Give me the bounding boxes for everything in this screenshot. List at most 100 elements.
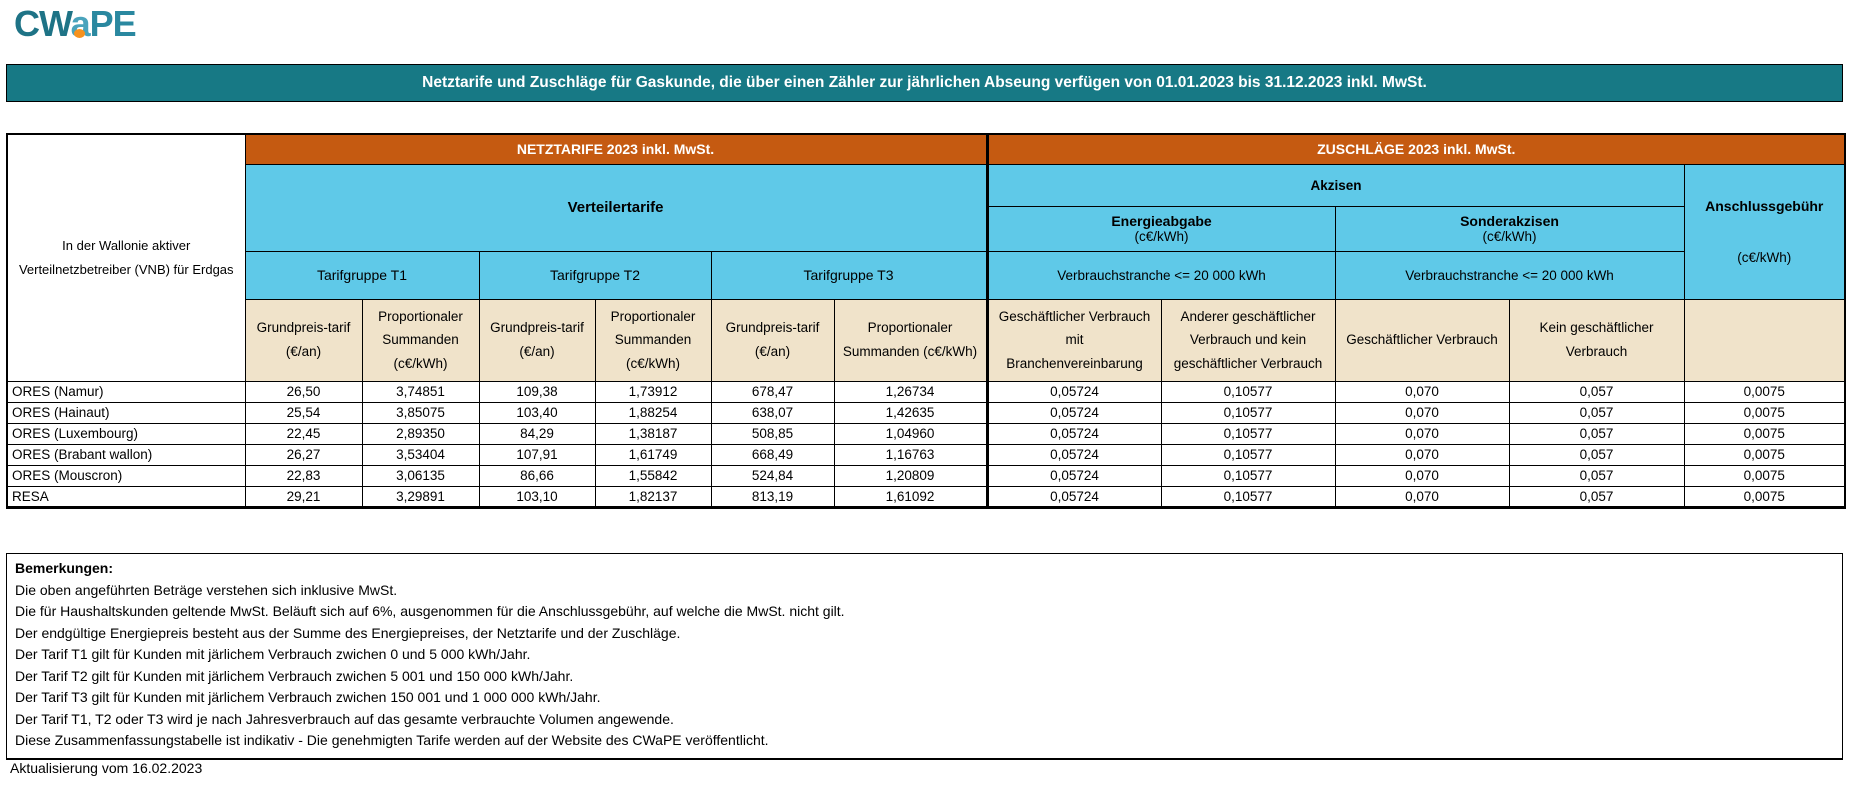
energieabgabe-label: Energieabgabe xyxy=(1111,213,1212,229)
cell: 1,82137 xyxy=(594,485,712,508)
cell: 29,21 xyxy=(244,485,363,508)
page-title: Netztarife und Zuschläge für Gaskunde, d… xyxy=(422,74,1427,91)
cell: 0,05724 xyxy=(985,401,1162,424)
cell: 0,10577 xyxy=(1160,422,1336,445)
cell: 103,40 xyxy=(478,401,596,424)
cell: 0,05724 xyxy=(985,464,1162,487)
header-energieabgabe: Energieabgabe (c€/kWh) xyxy=(985,205,1336,252)
cell: 109,38 xyxy=(478,380,596,403)
cell: 1,61092 xyxy=(833,485,988,508)
vnb-name: ORES (Mouscron) xyxy=(6,464,246,487)
cell: 0,10577 xyxy=(1160,443,1336,466)
vnb-name: ORES (Namur) xyxy=(6,380,246,403)
cell: 0,05724 xyxy=(985,422,1162,445)
cell: 22,45 xyxy=(244,422,363,445)
header-vnb: In der Wallonie aktiver Verteilnetzbetre… xyxy=(6,133,246,382)
cell: 1,04960 xyxy=(833,422,988,445)
update-date: Aktualisierung vom 16.02.2023 xyxy=(10,760,203,776)
remark-line: Der Tarif T3 gilt für Kunden mit järlich… xyxy=(15,689,601,705)
cell: 22,83 xyxy=(244,464,363,487)
cell: 508,85 xyxy=(710,422,835,445)
logo-text-cw: CW xyxy=(14,3,72,44)
colheader-t2-proportional: Proportionaler Summanden (c€/kWh) xyxy=(594,298,712,382)
cell: 0,10577 xyxy=(1160,401,1336,424)
remark-line: Der endgültige Energiepreis besteht aus … xyxy=(15,624,681,641)
colheader-t1-proportional: Proportionaler Summanden (c€/kWh) xyxy=(361,298,480,382)
sonderakzisen-label: Sonderakzisen xyxy=(1460,213,1559,229)
cell: 0,070 xyxy=(1334,401,1510,424)
remark-line: Die für Haushaltskunden geltende MwSt. B… xyxy=(15,603,845,619)
cell: 678,47 xyxy=(710,380,835,403)
cell: 1,42635 xyxy=(833,401,988,424)
cell: 26,27 xyxy=(244,443,363,466)
colheader-t3-grundpreis: Grundpreis-tarif (€/an) xyxy=(710,298,835,382)
remark-line: Der Tarif T1 gilt für Kunden mit järlich… xyxy=(15,646,531,662)
cell: 3,06135 xyxy=(361,464,480,487)
header-verbrauchstranche-sonderakzisen: Verbrauchstranche <= 20 000 kWh xyxy=(1334,250,1685,300)
header-tarifgruppe-t3: Tarifgruppe T3 xyxy=(710,250,988,300)
cell: 2,89350 xyxy=(361,422,480,445)
table-row: ORES (Luxembourg) 22,45 2,89350 84,29 1,… xyxy=(6,422,1846,445)
sonderakzisen-unit: (c€/kWh) xyxy=(1482,229,1537,244)
cell: 0,057 xyxy=(1508,443,1685,466)
cell: 0,05724 xyxy=(985,485,1162,508)
cell: 0,070 xyxy=(1334,380,1510,403)
table-row: RESA 29,21 3,29891 103,10 1,82137 813,19… xyxy=(6,485,1846,508)
cell: 26,50 xyxy=(244,380,363,403)
cell: 86,66 xyxy=(478,464,596,487)
cwape-logo: CWa PE xyxy=(14,3,137,44)
cell: 0,057 xyxy=(1508,401,1685,424)
cell: 0,057 xyxy=(1508,464,1685,487)
tariff-table: In der Wallonie aktiver Verteilnetzbetre… xyxy=(6,133,1847,509)
vnb-name: RESA xyxy=(6,485,246,508)
cell: 524,84 xyxy=(710,464,835,487)
cell: 25,54 xyxy=(244,401,363,424)
cell: 0,070 xyxy=(1334,485,1510,508)
vnb-name: ORES (Luxembourg) xyxy=(6,422,246,445)
table-row: ORES (Brabant wallon) 26,27 3,53404 107,… xyxy=(6,443,1846,466)
cell: 638,07 xyxy=(710,401,835,424)
header-zuschlaege: ZUSCHLÄGE 2023 inkl. MwSt. xyxy=(985,133,1846,165)
anschlussgebuehr-unit: (c€/kWh) xyxy=(1737,250,1792,265)
colheader-kein-geschaeftlicher-verbrauch: Kein geschäftlicher Verbrauch xyxy=(1508,298,1685,382)
cell: 0,10577 xyxy=(1160,485,1336,508)
logo-text-a: a xyxy=(70,3,91,44)
cell: 103,10 xyxy=(478,485,596,508)
colheader-anschluss-empty xyxy=(1683,298,1846,382)
table-row: ORES (Hainaut) 25,54 3,85075 103,40 1,88… xyxy=(6,401,1846,424)
remark-line: Diese Zusammenfassungstabelle ist indika… xyxy=(15,732,769,748)
colheader-anderer-geschaeftlicher-verbrauch: Anderer geschäftlicher Verbrauch und kei… xyxy=(1160,298,1336,382)
vnb-name: ORES (Brabant wallon) xyxy=(6,443,246,466)
remark-line: Die oben angeführten Beträge verstehen s… xyxy=(15,581,398,598)
header-verteilertarife: Verteilertarife xyxy=(244,163,988,252)
title-bar: Netztarife und Zuschläge für Gaskunde, d… xyxy=(6,64,1843,102)
colheader-t3-proportional: Proportionaler Summanden (c€/kWh) xyxy=(833,298,988,382)
cell: 107,91 xyxy=(478,443,596,466)
header-tarifgruppe-t2: Tarifgruppe T2 xyxy=(478,250,712,300)
colheader-t1-grundpreis: Grundpreis-tarif (€/an) xyxy=(244,298,363,382)
cell: 0,057 xyxy=(1508,422,1685,445)
header-sonderakzisen: Sonderakzisen (c€/kWh) xyxy=(1334,205,1685,252)
cell: 0,0075 xyxy=(1683,380,1846,403)
cell: 84,29 xyxy=(478,422,596,445)
cell: 668,49 xyxy=(710,443,835,466)
remarks-box: Bemerkungen: Die oben angeführten Beträg… xyxy=(6,553,1843,760)
cell: 1,73912 xyxy=(594,380,712,403)
cell: 0,0075 xyxy=(1683,464,1846,487)
cell: 0,070 xyxy=(1334,422,1510,445)
remarks-heading: Bemerkungen: xyxy=(15,560,114,576)
cell: 1,20809 xyxy=(833,464,988,487)
remark-line: Der Tarif T1, T2 oder T3 wird je nach Ja… xyxy=(15,710,674,727)
cell: 0,10577 xyxy=(1160,464,1336,487)
header-akzisen: Akzisen xyxy=(985,163,1685,207)
cell: 0,0075 xyxy=(1683,422,1846,445)
cell: 0,070 xyxy=(1334,443,1510,466)
cell: 0,057 xyxy=(1508,485,1685,508)
energieabgabe-unit: (c€/kWh) xyxy=(1134,229,1189,244)
colheader-t2-grundpreis: Grundpreis-tarif (€/an) xyxy=(478,298,596,382)
header-tarifgruppe-t1: Tarifgruppe T1 xyxy=(244,250,480,300)
cell: 0,05724 xyxy=(985,443,1162,466)
cell: 0,0075 xyxy=(1683,401,1846,424)
cell: 0,05724 xyxy=(985,380,1162,403)
